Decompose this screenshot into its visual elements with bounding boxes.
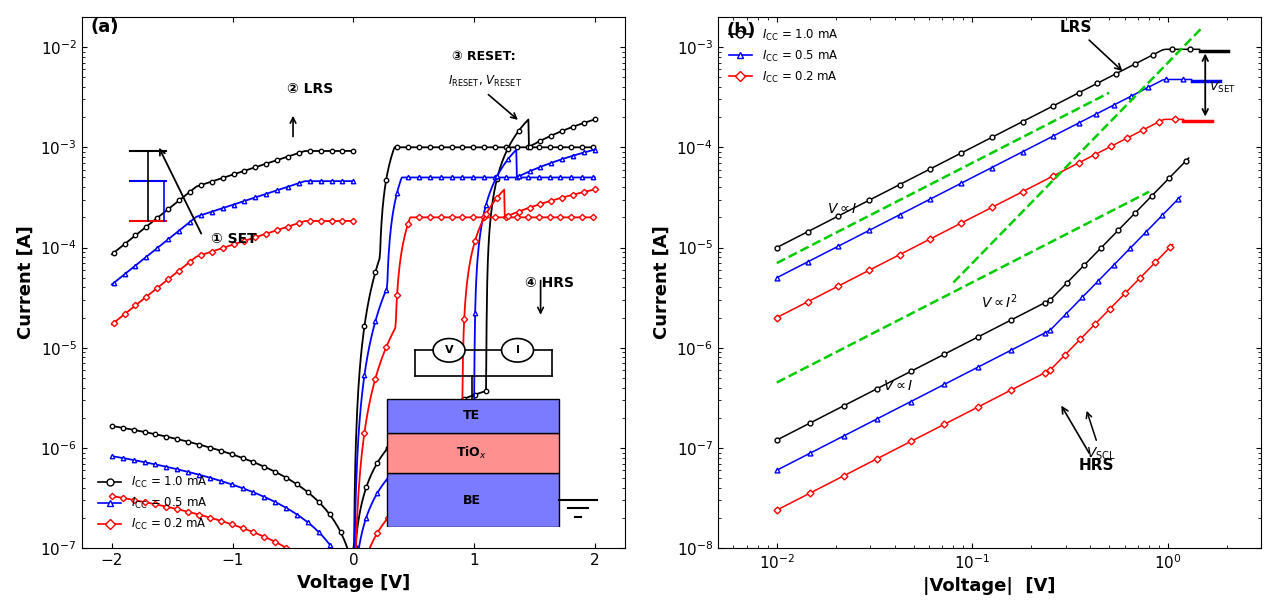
Text: $V \propto I$: $V \propto I$: [827, 202, 858, 216]
Text: $V_{\rm SCL}$: $V_{\rm SCL}$: [1086, 412, 1116, 462]
Text: ① SET: ① SET: [211, 233, 257, 247]
Text: $V \propto I$: $V \propto I$: [883, 379, 914, 393]
Text: ④ HRS: ④ HRS: [525, 277, 574, 291]
Y-axis label: Current [A]: Current [A]: [653, 226, 671, 340]
Text: (b): (b): [726, 21, 755, 40]
Text: $I_{\rm RESET}$, $V_{\rm RESET}$: $I_{\rm RESET}$, $V_{\rm RESET}$: [447, 74, 521, 89]
Text: (a): (a): [91, 18, 119, 37]
Text: LRS: LRS: [1059, 20, 1121, 70]
Legend: $I_{\rm CC}$ = 1.0 mA, $I_{\rm CC}$ = 0.5 mA, $I_{\rm CC}$ = 0.2 mA: $I_{\rm CC}$ = 1.0 mA, $I_{\rm CC}$ = 0.…: [723, 23, 842, 89]
X-axis label: |Voltage|  [V]: |Voltage| [V]: [924, 577, 1056, 595]
Y-axis label: Current [A]: Current [A]: [17, 226, 35, 340]
Text: HRS: HRS: [1062, 407, 1114, 473]
X-axis label: Voltage [V]: Voltage [V]: [296, 573, 410, 592]
Legend: $I_{\rm CC}$ = 1.0 mA, $I_{\rm CC}$ = 0.5 mA, $I_{\rm CC}$ = 0.2 mA: $I_{\rm CC}$ = 1.0 mA, $I_{\rm CC}$ = 0.…: [93, 471, 212, 537]
Text: $V_{\rm SET}$: $V_{\rm SET}$: [1209, 80, 1236, 94]
Text: ② LRS: ② LRS: [288, 82, 334, 95]
Text: $V \propto I^2$: $V \propto I^2$: [980, 293, 1017, 311]
Text: ③ RESET:: ③ RESET:: [452, 50, 516, 62]
